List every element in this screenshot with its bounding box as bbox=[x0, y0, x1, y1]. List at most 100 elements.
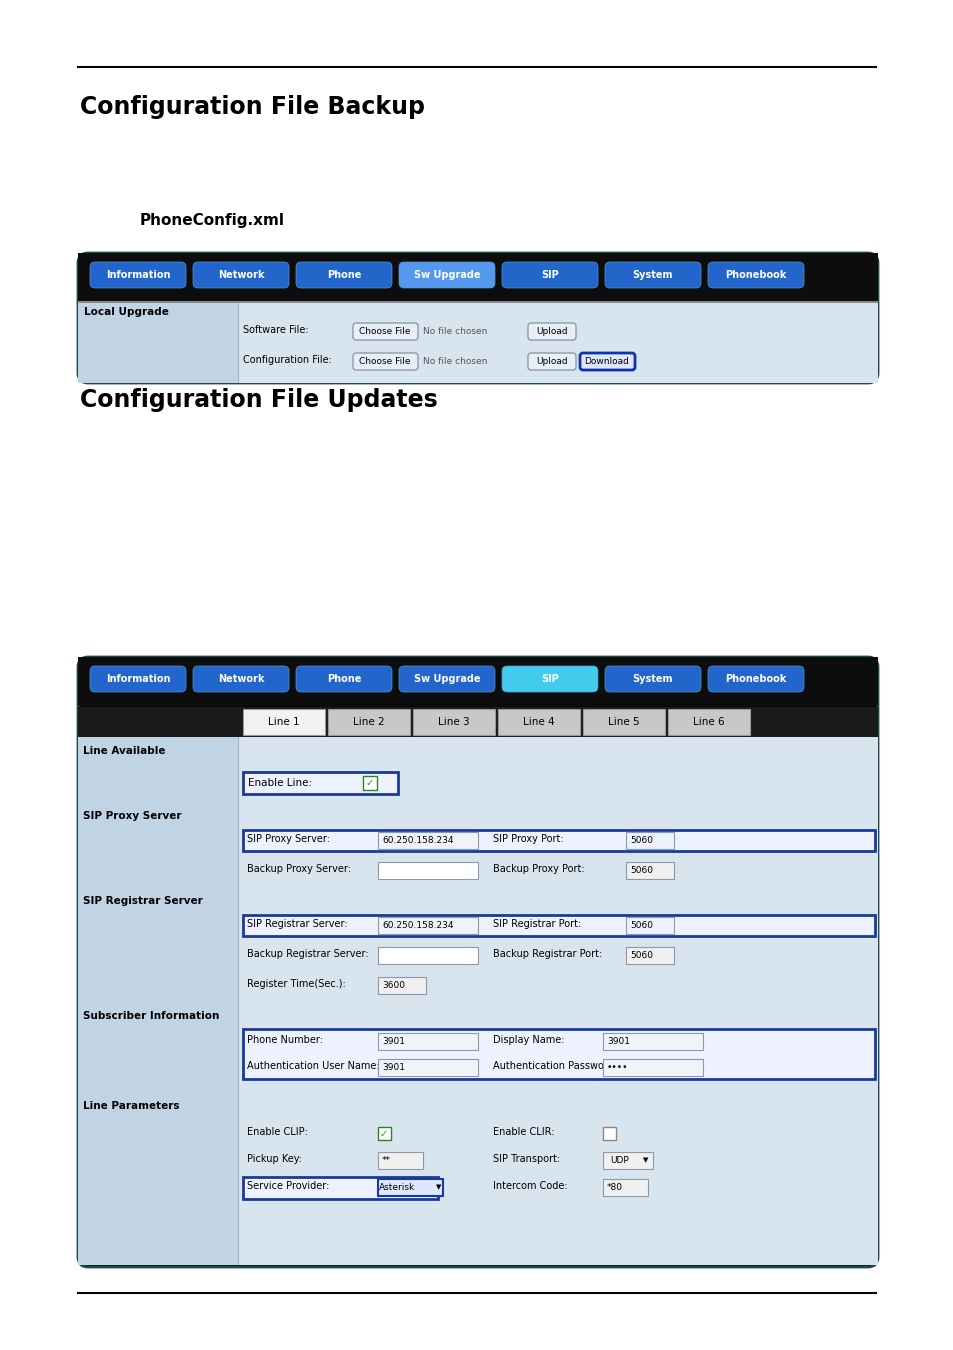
Text: Asterisk: Asterisk bbox=[378, 1183, 415, 1192]
Bar bbox=[377, 977, 426, 994]
Bar bbox=[243, 1029, 874, 1079]
Text: ✓: ✓ bbox=[366, 778, 374, 788]
Bar bbox=[243, 709, 325, 734]
Text: Line Parameters: Line Parameters bbox=[83, 1102, 179, 1111]
Text: SIP Registrar Port:: SIP Registrar Port: bbox=[493, 919, 580, 929]
FancyBboxPatch shape bbox=[295, 262, 392, 288]
Text: Line 4: Line 4 bbox=[522, 717, 555, 728]
Text: SIP Registrar Server: SIP Registrar Server bbox=[83, 896, 203, 906]
Bar bbox=[625, 917, 673, 934]
Text: Register Time(Sec.):: Register Time(Sec.): bbox=[247, 979, 345, 990]
Bar bbox=[237, 302, 239, 383]
Bar bbox=[377, 1058, 477, 1076]
Text: *80: *80 bbox=[606, 1183, 622, 1192]
Text: PhoneConfig.xml: PhoneConfig.xml bbox=[140, 213, 285, 228]
Text: Backup Registrar Server:: Backup Registrar Server: bbox=[247, 949, 368, 958]
Text: Configuration File:: Configuration File: bbox=[243, 355, 332, 364]
Bar bbox=[625, 863, 673, 879]
Bar bbox=[602, 1179, 647, 1196]
Text: SIP Proxy Port:: SIP Proxy Port: bbox=[493, 834, 563, 844]
Text: Enable CLIR:: Enable CLIR: bbox=[493, 1127, 554, 1137]
Bar bbox=[377, 917, 477, 934]
Text: Line 1: Line 1 bbox=[268, 717, 299, 728]
Text: Line 3: Line 3 bbox=[437, 717, 469, 728]
Text: **: ** bbox=[381, 1156, 391, 1165]
Text: Network: Network bbox=[217, 674, 264, 684]
Text: Phone: Phone bbox=[327, 270, 361, 279]
Bar bbox=[377, 1179, 442, 1196]
FancyBboxPatch shape bbox=[90, 666, 186, 693]
Text: Choose File: Choose File bbox=[359, 327, 411, 336]
Bar bbox=[377, 1033, 477, 1050]
Text: Configuration File Backup: Configuration File Backup bbox=[80, 95, 424, 119]
Text: 3600: 3600 bbox=[381, 981, 405, 990]
Bar bbox=[602, 1152, 652, 1169]
Bar bbox=[78, 302, 237, 383]
Bar bbox=[78, 707, 877, 737]
Text: Authentication Password:: Authentication Password: bbox=[493, 1061, 617, 1071]
Text: Enable Line:: Enable Line: bbox=[248, 778, 312, 788]
Text: Backup Registrar Port:: Backup Registrar Port: bbox=[493, 949, 601, 958]
FancyBboxPatch shape bbox=[78, 657, 877, 1268]
Text: Download: Download bbox=[584, 356, 629, 366]
FancyBboxPatch shape bbox=[707, 262, 803, 288]
Text: Enable CLIP:: Enable CLIP: bbox=[247, 1127, 308, 1137]
FancyBboxPatch shape bbox=[604, 666, 700, 693]
Text: Software File:: Software File: bbox=[243, 325, 309, 335]
Text: SIP: SIP bbox=[540, 674, 558, 684]
FancyBboxPatch shape bbox=[501, 262, 598, 288]
Text: 5060: 5060 bbox=[629, 865, 652, 875]
FancyBboxPatch shape bbox=[501, 666, 598, 693]
Text: No file chosen: No file chosen bbox=[422, 327, 487, 336]
Text: 5060: 5060 bbox=[629, 836, 652, 845]
Bar bbox=[602, 1033, 702, 1050]
Text: Display Name:: Display Name: bbox=[493, 1035, 564, 1045]
Bar bbox=[377, 832, 477, 849]
Text: SIP Registrar Server:: SIP Registrar Server: bbox=[247, 919, 347, 929]
Text: 3901: 3901 bbox=[381, 1062, 405, 1072]
Bar bbox=[78, 301, 877, 302]
Bar bbox=[625, 832, 673, 849]
Text: ✓: ✓ bbox=[379, 1129, 388, 1138]
Text: Intercom Code:: Intercom Code: bbox=[493, 1181, 567, 1191]
Bar bbox=[413, 709, 495, 734]
Bar bbox=[625, 946, 673, 964]
Text: ▼: ▼ bbox=[642, 1157, 648, 1164]
Text: UDP: UDP bbox=[609, 1156, 628, 1165]
Bar bbox=[328, 709, 410, 734]
Bar bbox=[78, 657, 877, 705]
Text: System: System bbox=[632, 674, 673, 684]
Bar bbox=[377, 1152, 422, 1169]
Bar bbox=[237, 737, 239, 1265]
Text: SIP Transport:: SIP Transport: bbox=[493, 1154, 559, 1164]
Text: 3901: 3901 bbox=[381, 1037, 405, 1046]
Text: Subscriber Information: Subscriber Information bbox=[83, 1011, 219, 1021]
FancyBboxPatch shape bbox=[707, 666, 803, 693]
Text: System: System bbox=[632, 270, 673, 279]
Text: Phonebook: Phonebook bbox=[724, 674, 786, 684]
FancyBboxPatch shape bbox=[193, 262, 289, 288]
Text: Information: Information bbox=[106, 674, 170, 684]
Bar bbox=[78, 302, 877, 383]
Bar bbox=[78, 737, 237, 1265]
Bar bbox=[243, 830, 874, 850]
FancyBboxPatch shape bbox=[527, 352, 576, 370]
Bar bbox=[78, 252, 877, 301]
Bar bbox=[377, 946, 477, 964]
Text: No file chosen: No file chosen bbox=[422, 356, 487, 366]
FancyBboxPatch shape bbox=[527, 323, 576, 340]
Bar bbox=[497, 709, 579, 734]
Bar bbox=[377, 863, 477, 879]
FancyBboxPatch shape bbox=[353, 323, 417, 340]
FancyBboxPatch shape bbox=[398, 666, 495, 693]
Text: ▼: ▼ bbox=[436, 1184, 441, 1191]
Text: Phone: Phone bbox=[327, 674, 361, 684]
Bar bbox=[243, 1177, 437, 1199]
Text: Phonebook: Phonebook bbox=[724, 270, 786, 279]
Bar bbox=[243, 915, 874, 936]
Bar bbox=[582, 709, 664, 734]
Text: SIP: SIP bbox=[540, 270, 558, 279]
Bar bbox=[602, 1127, 616, 1139]
Text: Backup Proxy Server:: Backup Proxy Server: bbox=[247, 864, 351, 873]
Text: Backup Proxy Port:: Backup Proxy Port: bbox=[493, 864, 584, 873]
